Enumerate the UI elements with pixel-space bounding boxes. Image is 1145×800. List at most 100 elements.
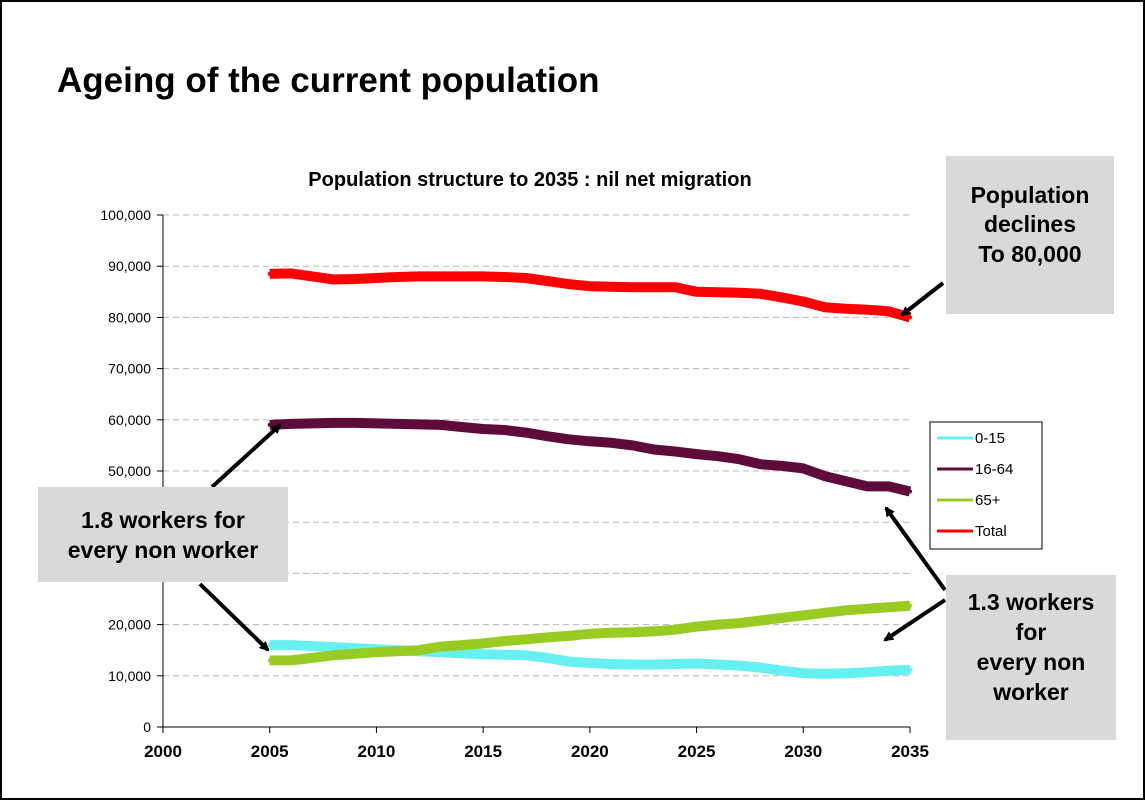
data-point xyxy=(779,615,784,620)
data-point xyxy=(609,284,614,289)
data-point xyxy=(886,309,891,314)
data-point xyxy=(459,425,464,429)
data-point xyxy=(523,653,528,658)
data-point xyxy=(844,479,848,484)
data-point xyxy=(822,610,827,615)
data-point xyxy=(801,299,806,304)
callout-workers-2035: 1.3 workers for every non worker xyxy=(946,575,1116,740)
data-point xyxy=(374,650,379,655)
data-point xyxy=(502,428,507,432)
data-point xyxy=(587,631,592,636)
data-point xyxy=(822,671,827,676)
arrow-to-total-2035 xyxy=(900,281,945,317)
data-point xyxy=(651,662,656,667)
data-point xyxy=(545,655,550,660)
data-point xyxy=(609,630,614,635)
data-point xyxy=(865,307,870,312)
series-lines xyxy=(267,268,912,679)
data-point xyxy=(289,271,294,276)
data-point xyxy=(694,289,699,294)
arrow-to-working-age-2005 xyxy=(210,423,282,489)
data-point xyxy=(523,276,528,280)
data-point xyxy=(417,648,422,653)
y-tick-label: 50,000 xyxy=(108,463,151,479)
data-point xyxy=(267,422,272,427)
y-tick-label: 60,000 xyxy=(108,412,151,428)
data-point xyxy=(545,635,550,640)
data-point xyxy=(289,643,294,648)
y-tick-label: 10,000 xyxy=(108,668,151,684)
data-point xyxy=(289,658,294,663)
data-point xyxy=(844,608,848,613)
x-tick-label: 2030 xyxy=(784,742,822,761)
y-tick-label: 70,000 xyxy=(108,361,151,377)
data-point xyxy=(331,420,336,425)
annotation-arrows xyxy=(198,281,947,652)
data-point xyxy=(758,618,763,623)
callout-population-line-3: To 80,000 xyxy=(978,241,1081,267)
data-point xyxy=(310,274,315,279)
data-point xyxy=(310,421,315,426)
callout-workers-2005-line-2: every non worker xyxy=(68,537,259,563)
data-point xyxy=(758,462,763,467)
data-point xyxy=(395,275,400,279)
data-point xyxy=(865,484,870,489)
data-point xyxy=(886,668,891,673)
x-tick-label: 2005 xyxy=(251,742,289,761)
data-point xyxy=(417,274,422,279)
data-point xyxy=(715,290,720,295)
data-point xyxy=(374,276,379,280)
data-point xyxy=(502,652,507,657)
data-point xyxy=(801,613,806,618)
data-point xyxy=(758,665,763,670)
data-point xyxy=(886,484,891,489)
data-point xyxy=(715,454,720,459)
data-point xyxy=(865,606,870,611)
data-point xyxy=(779,295,784,300)
data-point xyxy=(651,629,656,634)
data-point xyxy=(673,285,678,290)
data-point xyxy=(481,427,486,431)
data-point xyxy=(865,670,870,675)
data-point xyxy=(630,662,635,667)
legend: 0-15 16-64 65+ Total xyxy=(929,421,1043,550)
y-tick-label: 80,000 xyxy=(108,309,151,325)
data-point xyxy=(758,291,763,296)
legend-label: 16-64 xyxy=(975,461,1013,478)
data-point xyxy=(673,662,678,666)
y-tick-label: 90,000 xyxy=(108,258,151,274)
y-tick-label: 100,000 xyxy=(100,207,151,223)
slide-title: Ageing of the current population xyxy=(57,61,599,100)
data-point xyxy=(481,652,486,657)
data-point xyxy=(609,662,614,666)
data-point xyxy=(502,275,507,279)
data-point xyxy=(908,315,912,320)
data-point xyxy=(630,630,635,635)
callout-workers-2035-line-4: worker xyxy=(992,679,1068,705)
data-point xyxy=(908,603,912,608)
y-tick-label: 20,000 xyxy=(108,617,151,633)
data-point xyxy=(566,282,571,287)
data-point xyxy=(395,649,400,654)
data-point xyxy=(715,622,720,627)
data-point xyxy=(289,421,294,426)
chart-title: Population structure to 2035 : nil net m… xyxy=(308,169,751,191)
data-point xyxy=(438,274,443,279)
data-point xyxy=(438,644,443,649)
data-point xyxy=(801,466,806,471)
data-point xyxy=(630,443,635,448)
data-point xyxy=(908,667,912,672)
data-point xyxy=(737,457,742,462)
data-point xyxy=(566,633,571,638)
x-tick-label: 2025 xyxy=(678,742,716,761)
data-point xyxy=(438,422,443,427)
x-tick-label: 2015 xyxy=(464,742,502,761)
data-point xyxy=(545,279,550,283)
data-point xyxy=(310,644,315,649)
arrow-to-working-age-2035 xyxy=(884,506,947,592)
data-point xyxy=(523,637,528,642)
data-point xyxy=(801,671,806,676)
data-point xyxy=(737,290,742,295)
callout-workers-2035-line-3: every non xyxy=(977,649,1086,675)
data-point xyxy=(908,489,912,494)
